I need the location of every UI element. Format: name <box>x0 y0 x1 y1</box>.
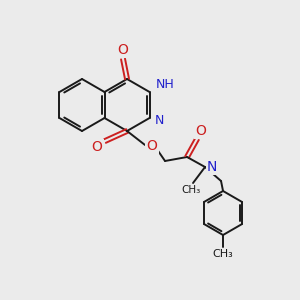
Text: N: N <box>155 115 164 128</box>
Text: CH₃: CH₃ <box>213 249 233 259</box>
Text: O: O <box>147 139 158 153</box>
Text: N: N <box>207 160 217 174</box>
Text: CH₃: CH₃ <box>182 185 201 195</box>
Text: O: O <box>118 43 128 57</box>
Text: O: O <box>92 140 103 154</box>
Text: O: O <box>196 124 206 138</box>
Text: NH: NH <box>156 77 175 91</box>
